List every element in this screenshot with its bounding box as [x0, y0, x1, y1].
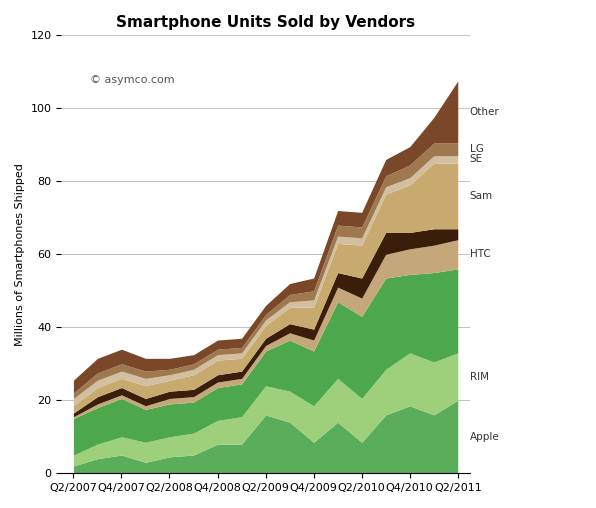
- Text: SE: SE: [470, 154, 483, 165]
- Title: Smartphone Units Sold by Vendors: Smartphone Units Sold by Vendors: [116, 15, 415, 30]
- Text: Apple: Apple: [470, 432, 499, 442]
- Text: HTC: HTC: [470, 249, 491, 259]
- Y-axis label: Millions of Smartphones Shipped: Millions of Smartphones Shipped: [15, 163, 25, 346]
- Text: © asymco.com: © asymco.com: [90, 75, 175, 85]
- Text: Other: Other: [470, 107, 499, 117]
- Text: Nokia: Nokia: [470, 306, 504, 316]
- Text: MOT: MOT: [470, 229, 496, 239]
- Text: RIM: RIM: [470, 371, 489, 382]
- Text: LG: LG: [470, 144, 483, 154]
- Text: Sam: Sam: [470, 191, 493, 201]
